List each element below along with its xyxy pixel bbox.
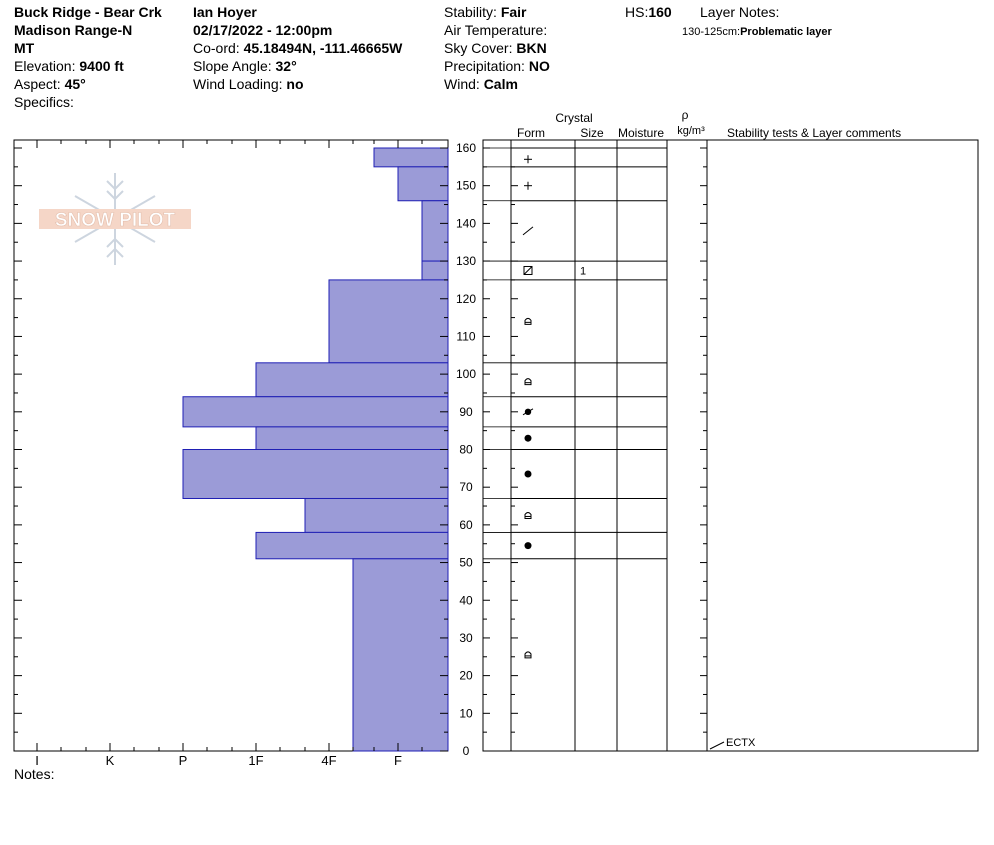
crystal-symbol-faceted [524,378,532,386]
crystal-symbol-square [523,265,533,275]
hardness-bar-4 [328,279,449,364]
hardness-bar-2 [421,200,449,262]
crystal-symbol-plus [524,181,532,190]
depth-axis: 0 10 20 30 40 50 60 70 80 90 100 110 120 130 140 150 160 [14,141,707,758]
layer-note: 130-125cm:Problematic layer [682,26,833,38]
snowpilot-logo: SNOW PILOT [39,173,191,265]
density-unit-header: kg/m³ [677,125,705,137]
crystal-symbol-dot [524,542,532,550]
moisture-header: Moisture [618,126,664,140]
crystal-symbol-faceted [524,317,532,325]
hardness-bar-9 [304,497,449,533]
depth-label-30: 30 [459,631,473,645]
observer-name: Ian Hoyer [193,4,257,20]
depth-label-0: 0 [463,744,470,758]
depth-label-100: 100 [456,367,476,381]
depth-label-120: 120 [456,292,476,306]
form-header: Form [517,126,545,140]
specifics-label: Specifics: [14,94,74,110]
hardness-bar-1 [397,166,449,202]
depth-label-130: 130 [456,254,476,268]
hardness-label-P: P [179,753,188,768]
range-name: Madison Range-N [14,22,132,38]
logo-text: SNOW PILOT [55,210,176,231]
observation-datetime: 02/17/2022 - 12:00pm [193,22,332,38]
hardness-bar-7 [255,426,449,451]
aspect: Aspect: 45° [14,76,86,92]
depth-label-150: 150 [456,179,476,193]
hardness-bar-0 [373,147,449,168]
hardness-label-F: F [394,753,402,768]
depth-label-60: 60 [459,518,473,532]
density-rho-header: ρ [682,108,689,122]
hardness-bar-10 [255,531,449,560]
depth-label-140: 140 [456,216,476,230]
hardness-bar-11 [352,558,449,752]
hardness-label-4F: 4F [321,753,336,768]
crystal-symbol-plus [524,155,532,164]
depth-label-20: 20 [459,669,473,683]
depth-label-90: 90 [459,405,473,419]
crystal-header: Crystal [555,111,592,125]
elevation: Elevation: 9400 ft [14,58,124,74]
hardness-bar-8 [182,449,449,499]
crystal-size-label: 1 [580,265,586,277]
depth-label-40: 40 [459,593,473,607]
depth-label-80: 80 [459,443,473,457]
layer-table-frame [482,139,979,752]
comments-header: Stability tests & Layer comments [727,126,901,140]
snow-height: HS:160 [625,4,672,20]
notes-label: Notes: [14,766,54,782]
state-name: MT [14,40,35,56]
layer-rows [483,147,667,560]
location-name: Buck Ridge - Bear Crk [14,4,162,20]
depth-label-70: 70 [459,480,473,494]
crystal-symbol-faceted [524,511,532,519]
sky-cover: Sky Cover: BKN [444,40,547,56]
hardness-bar-3 [421,260,449,281]
crystal-symbols: 1 [522,155,586,659]
hardness-label-1F: 1F [248,753,263,768]
hardness-axis: I K P 1F 4F F [35,140,423,768]
hardness-label-I: I [35,753,39,768]
crystal-symbol-dot [524,470,532,478]
crystal-symbol-faceted [524,651,532,659]
stability-test-label: ECTX [726,737,756,749]
wind: Wind: Calm [444,76,518,92]
depth-label-160: 160 [456,141,476,155]
depth-label-110: 110 [456,329,475,343]
depth-label-50: 50 [459,556,473,570]
stability-test-marker: ECTX [709,737,756,750]
crystal-symbol-melt-slash [522,408,534,416]
air-temperature-label: Air Temperature: [444,22,547,38]
coordinates: Co-ord: 45.18494N, -111.46665W [193,40,403,56]
hardness-bar-5 [255,362,449,398]
hardness-label-K: K [106,753,115,768]
stability: Stability: Fair [444,4,527,20]
hardness-bars [182,147,449,752]
layer-notes-label: Layer Notes: [700,4,779,20]
depth-label-10: 10 [459,706,473,720]
precipitation: Precipitation: NO [444,58,550,74]
crystal-symbol-dot [524,434,532,442]
wind-loading: Wind Loading: no [193,76,304,92]
slope-angle: Slope Angle: 32° [193,58,297,74]
size-header: Size [580,126,604,140]
hardness-bar-6 [182,396,449,428]
crystal-symbol-slash [522,226,534,236]
